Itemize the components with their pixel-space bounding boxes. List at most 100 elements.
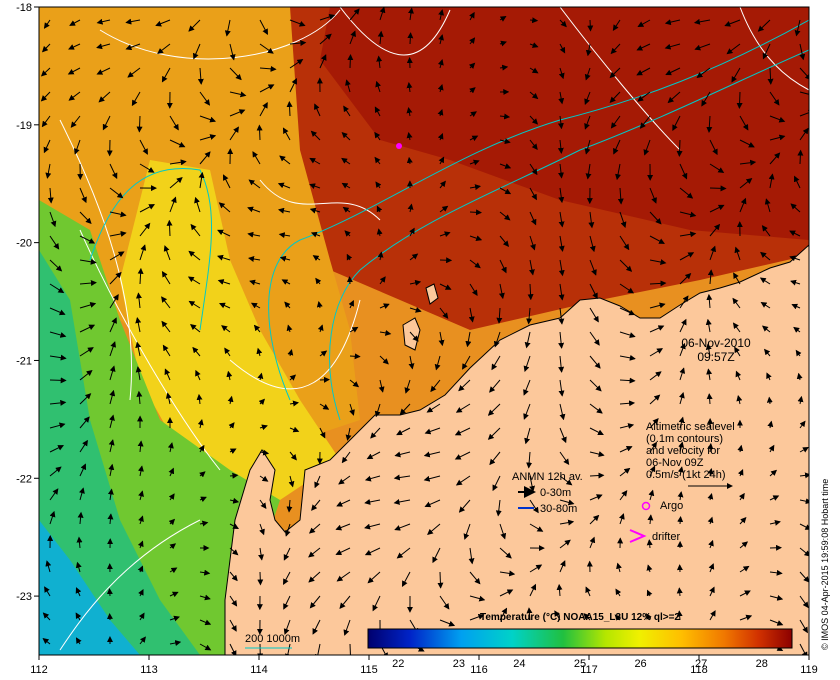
velocity-arrow <box>341 182 351 189</box>
credit-text: © IMOS 04-Apr-2015 19:59:08 Hobart time <box>820 479 830 650</box>
velocity-arrow <box>679 367 686 381</box>
altimetry-line: 06-Nov 09Z <box>646 457 704 469</box>
velocity-arrow <box>584 67 591 81</box>
velocity-arrow <box>454 451 471 460</box>
velocity-arrow <box>289 78 297 93</box>
velocity-arrow <box>310 231 321 238</box>
velocity-arrow <box>678 441 685 453</box>
velocity-arrow <box>348 299 354 309</box>
velocity-arrow <box>764 198 771 213</box>
velocity-arrow <box>739 177 753 189</box>
velocity-arrow <box>558 379 565 397</box>
velocity-arrow <box>706 393 713 405</box>
velocity-arrow <box>288 475 295 488</box>
velocity-arrow <box>364 523 381 530</box>
velocity-arrow <box>678 391 685 405</box>
velocity-arrow <box>679 295 689 309</box>
velocity-arrow <box>739 159 757 166</box>
velocity-arrow <box>256 347 263 357</box>
velocity-arrow <box>259 424 268 431</box>
velocity-arrow <box>164 368 171 381</box>
velocity-arrow <box>314 643 321 655</box>
velocity-arrow <box>49 211 57 228</box>
velocity-arrow <box>229 67 242 81</box>
velocity-arrow <box>558 283 565 301</box>
argo-label: Argo <box>660 500 683 512</box>
velocity-arrow <box>364 475 381 482</box>
velocity-arrow <box>529 583 537 597</box>
velocity-arrow <box>677 466 684 477</box>
drifter-label: drifter <box>652 531 680 543</box>
velocity-arrow <box>731 67 741 83</box>
velocity-arrow <box>558 259 565 277</box>
velocity-arrow <box>219 302 231 309</box>
velocity-arrow <box>315 277 322 285</box>
velocity-arrow <box>557 139 564 154</box>
velocity-arrow <box>793 326 801 333</box>
velocity-arrow <box>335 523 351 531</box>
velocity-arrow <box>277 207 291 214</box>
velocity-arrow <box>559 519 575 526</box>
velocity-arrow <box>75 637 82 645</box>
velocity-arrow <box>455 403 471 413</box>
velocity-arrow <box>667 91 681 104</box>
velocity-arrow <box>345 79 351 93</box>
velocity-arrow <box>664 43 681 50</box>
velocity-arrow <box>278 232 291 239</box>
velocity-arrow <box>343 619 351 636</box>
velocity-arrow <box>70 115 81 128</box>
velocity-arrow <box>229 91 247 98</box>
velocity-arrow <box>349 353 361 360</box>
velocity-arrow <box>679 342 686 357</box>
velocity-arrow <box>76 536 83 549</box>
velocity-arrow <box>319 403 330 410</box>
velocity-arrow <box>135 366 142 381</box>
velocity-arrow <box>364 547 381 556</box>
velocity-arrow <box>612 19 621 31</box>
velocity-arrow <box>349 403 355 416</box>
velocity-arrow <box>49 331 67 338</box>
velocity-arrow <box>67 67 81 75</box>
velocity-arrow <box>584 139 591 155</box>
velocity-arrow <box>649 371 662 381</box>
velocity-arrow <box>406 106 413 117</box>
velocity-arrow <box>49 235 60 250</box>
velocity-arrow <box>407 32 414 45</box>
velocity-arrow <box>487 403 501 416</box>
velocity-arrow <box>706 368 713 381</box>
velocity-arrow <box>135 341 142 357</box>
velocity-arrow <box>319 33 332 45</box>
velocity-arrow <box>797 395 804 405</box>
velocity-arrow <box>169 196 177 213</box>
velocity-arrow <box>769 91 780 106</box>
velocity-arrow <box>136 390 143 405</box>
velocity-arrow <box>396 547 411 559</box>
velocity-arrow <box>409 279 422 286</box>
velocity-arrow <box>708 539 714 549</box>
velocity-arrow <box>588 211 595 229</box>
velocity-arrow <box>79 324 96 333</box>
velocity-arrow <box>589 235 596 253</box>
velocity-arrow <box>439 205 449 213</box>
velocity-arrow <box>349 8 360 21</box>
velocity-arrow <box>192 43 201 60</box>
velocity-arrow <box>529 211 537 226</box>
velocity-arrow <box>339 595 351 609</box>
velocity-arrow <box>589 536 596 549</box>
velocity-arrow <box>677 515 684 525</box>
velocity-arrow <box>125 18 141 25</box>
anmn-legend: ANMN 12h av. 0-30m 30-80m <box>512 471 583 515</box>
time-label: 09:57Z <box>697 350 734 364</box>
velocity-arrow <box>708 563 715 573</box>
velocity-arrow <box>761 225 771 237</box>
velocity-arrow <box>679 231 697 238</box>
velocity-arrow <box>423 475 441 482</box>
velocity-arrow <box>707 442 714 453</box>
velocity-arrow <box>526 451 533 469</box>
velocity-arrow <box>645 613 652 621</box>
velocity-arrow <box>341 157 351 165</box>
velocity-arrow <box>558 187 565 204</box>
velocity-arrow <box>458 379 471 392</box>
velocity-arrow <box>468 307 475 323</box>
velocity-arrow <box>407 203 414 213</box>
